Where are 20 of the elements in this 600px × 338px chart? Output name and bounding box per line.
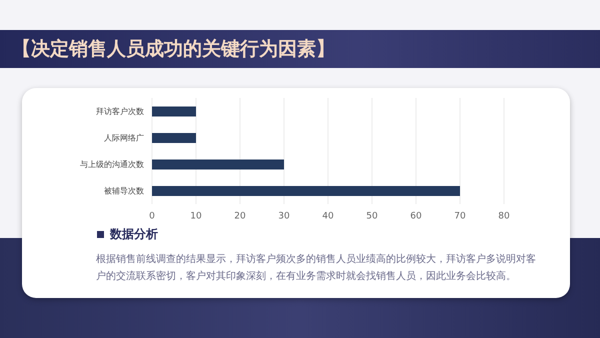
chart-title: 【决定销售人员成功的关键行为因素】 (12, 37, 335, 62)
bar (152, 159, 284, 170)
x-tick-label: 0 (149, 211, 156, 222)
bar (152, 186, 460, 196)
bar (152, 106, 196, 116)
x-tick-label: 60 (410, 211, 422, 222)
bar (152, 132, 196, 143)
y-tick-label: 与上级的沟通次数 (80, 160, 144, 170)
x-tick-label: 40 (322, 211, 334, 222)
x-tick-label: 30 (278, 211, 290, 222)
text: 数据分析 (110, 226, 158, 243)
x-tick-label: 50 (366, 211, 378, 222)
x-tick-label: 70 (454, 211, 466, 222)
text: 根据销售前线调查的结果显示，拜访客户频次多的销售人员业绩高的比例较大，拜访客户多说明对客户的交流联系密切，客户对其印象深刻，在有业务需求时就会找销售人员，因此业务会比较高。 (96, 252, 536, 284)
y-tick-label: 被辅导次数 (104, 186, 144, 196)
x-tick-label: 10 (190, 211, 202, 222)
x-tick-label: 80 (498, 211, 510, 222)
y-tick-label: 人际网络广 (104, 134, 144, 143)
x-tick-label: 20 (234, 211, 246, 222)
y-tick-label: 拜访客户次数 (96, 107, 144, 116)
